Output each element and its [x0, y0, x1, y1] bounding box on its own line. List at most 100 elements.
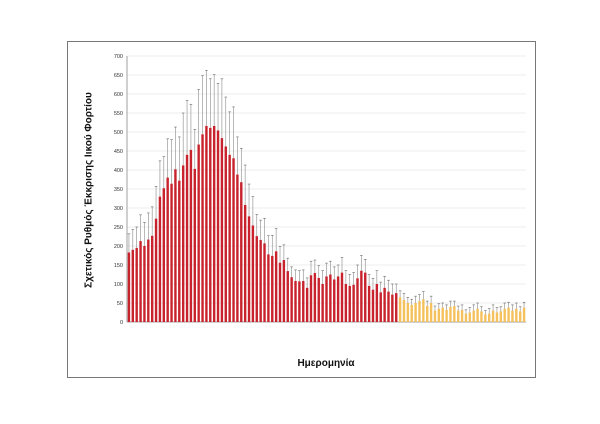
bar — [286, 271, 289, 322]
bar — [383, 287, 386, 322]
bar — [476, 308, 479, 322]
bar — [398, 297, 402, 322]
bar — [166, 177, 169, 322]
bar — [170, 183, 173, 322]
bar — [201, 134, 204, 322]
bar — [515, 308, 518, 322]
bar — [147, 239, 150, 322]
y-tick-label: 600 — [114, 92, 123, 98]
bar — [402, 299, 406, 322]
bar — [294, 280, 297, 322]
bar — [305, 287, 309, 322]
bar — [220, 138, 224, 322]
bar — [282, 260, 286, 322]
y-tick-label: 50 — [117, 301, 123, 307]
y-tick-label: 450 — [114, 149, 123, 155]
bar — [348, 285, 351, 322]
bar — [333, 279, 336, 322]
bar — [193, 168, 196, 322]
bar — [364, 272, 367, 322]
bar — [135, 247, 138, 322]
bar — [228, 154, 231, 322]
bar — [205, 125, 208, 322]
y-tick-label: 650 — [114, 73, 123, 79]
bar — [518, 311, 522, 322]
bar — [139, 241, 142, 322]
bar — [131, 249, 135, 322]
y-tick-label: 550 — [114, 111, 123, 117]
bar — [371, 289, 375, 322]
bar — [445, 309, 448, 322]
y-tick-label: 300 — [114, 206, 123, 212]
bar — [267, 254, 270, 322]
bar — [274, 251, 278, 322]
bar — [290, 277, 293, 322]
bar — [340, 272, 344, 322]
bar — [317, 277, 320, 322]
bar — [313, 272, 317, 322]
bar — [212, 125, 216, 322]
bar — [216, 130, 220, 322]
bar — [247, 216, 251, 322]
y-tick-label: 150 — [114, 263, 123, 269]
bar — [224, 146, 227, 322]
bar — [437, 308, 441, 322]
bar — [344, 284, 348, 322]
bar — [410, 304, 413, 322]
chart-frame — [67, 41, 536, 378]
bar — [484, 314, 487, 322]
bar — [356, 278, 359, 322]
bar — [441, 307, 444, 322]
bar — [418, 301, 421, 322]
bar — [197, 144, 200, 322]
x-axis-label: Ημερομηνία — [297, 358, 355, 369]
bar — [263, 243, 266, 322]
bar — [127, 252, 131, 322]
bar — [507, 307, 510, 322]
bar — [360, 270, 363, 322]
bar — [511, 310, 514, 322]
bar — [209, 127, 212, 322]
bar — [259, 239, 262, 322]
bar — [154, 218, 158, 322]
bar — [487, 313, 491, 322]
y-tick-label: 500 — [114, 130, 123, 136]
bar — [302, 280, 305, 322]
bar — [480, 311, 483, 322]
bar — [158, 196, 162, 322]
bar — [278, 262, 282, 322]
y-tick-label: 200 — [114, 244, 123, 250]
bar — [185, 154, 189, 322]
y-tick-label: 0 — [120, 320, 123, 326]
bar — [325, 276, 328, 322]
bar — [464, 313, 468, 322]
bar — [503, 308, 506, 322]
bar — [240, 182, 243, 322]
bar — [367, 285, 371, 322]
bar — [251, 225, 255, 322]
bar — [181, 165, 185, 322]
bar — [387, 291, 390, 322]
bar — [329, 274, 332, 322]
bar — [379, 292, 382, 322]
bar — [321, 284, 324, 322]
bar — [460, 309, 464, 322]
bar — [336, 276, 340, 322]
bar — [174, 169, 177, 322]
bar — [271, 255, 274, 322]
bar — [453, 306, 456, 322]
y-tick-label: 350 — [114, 187, 123, 193]
bar — [495, 312, 499, 322]
bar — [449, 306, 452, 322]
bar — [422, 299, 425, 322]
bar — [433, 310, 437, 322]
bar — [232, 158, 235, 322]
bar — [499, 311, 503, 322]
bar — [491, 310, 495, 322]
bar — [243, 204, 247, 322]
bar — [472, 310, 475, 322]
bar — [162, 188, 166, 322]
bar — [457, 310, 460, 322]
bar — [468, 312, 472, 322]
